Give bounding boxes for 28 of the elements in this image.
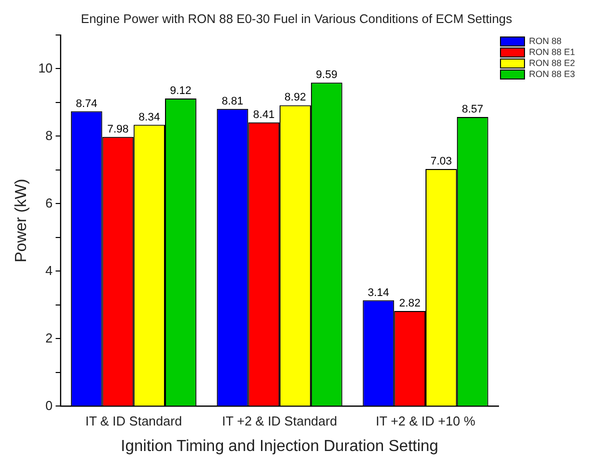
y-tick-label: 0 — [45, 398, 53, 413]
x-axis-title: Ignition Timing and Injection Duration Setting — [120, 438, 438, 455]
y-tick-label: 6 — [45, 195, 53, 210]
legend-label: RON 88 E2 — [528, 58, 576, 68]
data-label: 8.41 — [253, 108, 275, 121]
legend-label: RON 88 E3 — [528, 68, 576, 79]
y-axis-title: Power (kW) — [13, 178, 30, 262]
y-tick-label: 8 — [45, 128, 53, 143]
data-label: 8.74 — [76, 98, 98, 110]
x-tick-label: IT +2 & ID Standard — [222, 414, 338, 429]
y-tick-label: 2 — [45, 330, 53, 346]
data-label: 8.81 — [222, 95, 244, 108]
data-label: 8.34 — [138, 111, 160, 124]
data-label: 7.98 — [107, 123, 129, 136]
chart-title: Engine Power with RON 88 E0-30 Fuel in Various Conditions of ECM Settings — [80, 12, 512, 26]
data-label: 9.59 — [316, 69, 338, 82]
data-label: 3.14 — [368, 286, 390, 299]
y-tick-label: 10 — [38, 60, 53, 76]
data-label: 7.03 — [430, 156, 452, 168]
data-label: 8.92 — [284, 92, 306, 104]
data-label: 9.12 — [170, 84, 192, 97]
legend-label: RON 88 — [528, 36, 562, 46]
data-label: 8.57 — [462, 104, 484, 116]
y-tick-label: 4 — [45, 262, 53, 278]
legend-label: RON 88 E1 — [528, 46, 576, 57]
data-label: 2.82 — [399, 298, 421, 310]
x-tick-label: IT +2 & ID +10 % — [376, 414, 476, 429]
x-tick-label: IT & ID Standard — [85, 414, 182, 429]
